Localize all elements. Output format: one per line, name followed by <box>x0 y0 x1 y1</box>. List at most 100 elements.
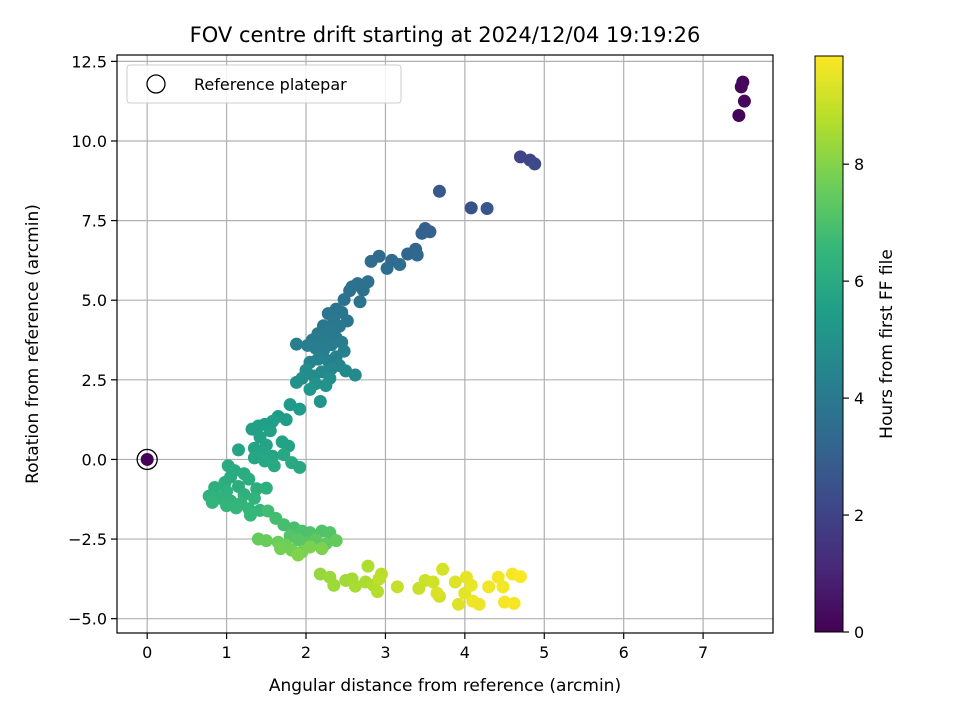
data-point <box>279 413 293 427</box>
x-tick-label: 2 <box>301 643 311 662</box>
data-point <box>245 422 259 436</box>
colorbar-ticks: 0 2 4 6 8 <box>843 155 864 642</box>
x-axis-ticks: 0 1 2 3 4 5 6 7 <box>142 633 708 662</box>
data-point <box>370 585 384 599</box>
data-point <box>513 570 527 584</box>
legend: Reference platepar <box>126 64 402 104</box>
data-point <box>464 578 478 592</box>
y-tick-label: −5.0 <box>68 610 107 629</box>
legend-reference-marker <box>146 74 166 94</box>
x-tick-label: 5 <box>539 643 549 662</box>
data-point <box>293 460 307 474</box>
data-point <box>364 254 378 268</box>
data-point <box>496 580 510 594</box>
data-point <box>401 247 415 261</box>
data-point <box>345 280 359 294</box>
data-point <box>426 575 440 589</box>
x-tick-label: 0 <box>142 643 152 662</box>
data-point <box>289 337 303 351</box>
x-axis-title: Angular distance from reference (arcmin) <box>269 676 621 696</box>
data-point <box>348 368 362 382</box>
data-point <box>327 578 341 592</box>
data-point <box>277 448 291 462</box>
data-point <box>390 580 404 594</box>
data-point <box>289 375 303 389</box>
x-tick-label: 3 <box>380 643 390 662</box>
colorbar-tick-label: 6 <box>854 272 864 291</box>
data-point <box>734 80 748 94</box>
colorbar-title: Hours from first FF file <box>877 249 897 439</box>
data-point <box>430 586 444 600</box>
data-point <box>293 402 307 416</box>
data-point <box>205 495 219 509</box>
colorbar-tick-label: 8 <box>854 155 864 174</box>
data-point <box>480 201 494 215</box>
data-point <box>267 459 281 473</box>
data-point <box>242 472 256 486</box>
data-point <box>528 157 542 171</box>
data-point <box>301 338 315 352</box>
data-point <box>263 424 277 438</box>
legend-label: Reference platepar <box>194 75 347 94</box>
reference-marker-group <box>136 448 158 471</box>
data-point <box>498 595 512 609</box>
grid <box>117 55 773 633</box>
data-point <box>393 258 407 272</box>
data-point <box>436 562 450 576</box>
colorbar-tick-label: 0 <box>854 623 864 642</box>
data-point <box>448 575 462 589</box>
data-point <box>319 379 333 393</box>
data-point <box>247 451 261 465</box>
legend-box <box>126 64 402 104</box>
colorbar-tick-label: 4 <box>854 389 864 408</box>
data-point <box>259 481 273 495</box>
data-point <box>507 596 521 610</box>
data-point <box>337 293 351 307</box>
data-point <box>274 542 288 556</box>
colorbar <box>815 56 843 632</box>
y-tick-label: 7.5 <box>82 212 107 231</box>
data-point <box>291 548 305 562</box>
chart-title: FOV centre drift starting at 2024/12/04 … <box>190 23 701 47</box>
data-point <box>303 540 317 554</box>
colorbar-frame <box>814 55 844 633</box>
x-tick-label: 1 <box>222 643 232 662</box>
data-point <box>482 580 496 594</box>
y-tick-label: 5.0 <box>82 291 107 310</box>
data-point <box>372 572 386 586</box>
data-point <box>452 597 466 611</box>
reference-point <box>140 452 154 466</box>
x-tick-label: 6 <box>619 643 629 662</box>
data-point <box>380 261 394 275</box>
data-point <box>432 184 446 198</box>
data-point <box>464 201 478 215</box>
data-point <box>329 534 343 548</box>
data-point <box>277 518 291 532</box>
data-point <box>313 394 327 408</box>
data-point <box>410 248 424 262</box>
data-point <box>737 94 751 108</box>
plot-frame <box>116 54 774 634</box>
data-point <box>259 534 273 548</box>
reference-marker <box>136 448 158 471</box>
colorbar-tick-label: 2 <box>854 506 864 525</box>
y-tick-label: 12.5 <box>71 52 107 71</box>
y-axis-ticks: −5.0 −2.5 0.0 2.5 5.0 7.5 10.0 12.5 <box>68 52 117 629</box>
data-point <box>243 508 257 522</box>
data-point <box>247 491 261 505</box>
data-point <box>232 443 246 457</box>
data-point <box>303 382 317 396</box>
y-axis-title: Rotation from reference (arcmin) <box>23 204 43 484</box>
y-tick-label: 2.5 <box>82 371 107 390</box>
data-points <box>202 75 751 611</box>
data-point <box>348 579 362 593</box>
y-tick-label: 0.0 <box>82 450 107 469</box>
data-point <box>353 295 367 309</box>
data-point <box>415 226 429 240</box>
y-tick-label: −2.5 <box>68 530 107 549</box>
data-point <box>356 283 370 297</box>
data-point <box>361 559 375 573</box>
y-tick-label: 10.0 <box>71 132 107 151</box>
data-point <box>472 597 486 611</box>
